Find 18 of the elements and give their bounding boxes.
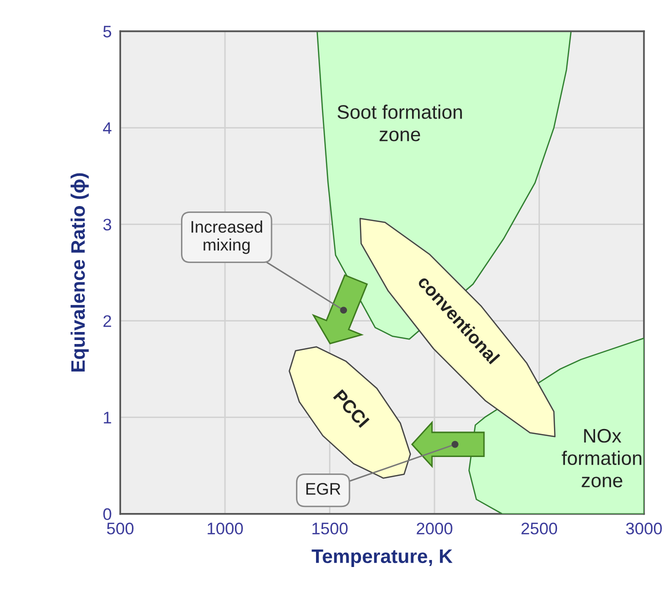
x-tick-label: 1500 <box>312 522 348 534</box>
y-tick-label: 2 <box>103 315 112 327</box>
x-axis-title: Temperature, K <box>312 550 453 567</box>
x-tick-label: 2000 <box>416 522 452 534</box>
annotation: Increased mixing <box>192 220 262 254</box>
y-tick-label: 3 <box>103 218 112 230</box>
y-axis-title: Equivalence Ratio (ϕ) <box>70 173 89 372</box>
annotation: Soot formation zone <box>338 104 462 142</box>
x-tick-label: 2500 <box>522 522 558 534</box>
y-tick-label: 4 <box>103 122 112 134</box>
annotation: EGR <box>306 482 340 495</box>
x-tick-label: 500 <box>107 522 134 534</box>
y-tick-label: 1 <box>104 412 112 424</box>
x-tick-label: 3000 <box>626 522 662 534</box>
annotation: NOx formation zone <box>562 428 642 488</box>
x-tick-label: 1000 <box>208 522 243 534</box>
y-tick-label: 0 <box>103 508 112 520</box>
y-tick-label: 5 <box>103 26 112 38</box>
